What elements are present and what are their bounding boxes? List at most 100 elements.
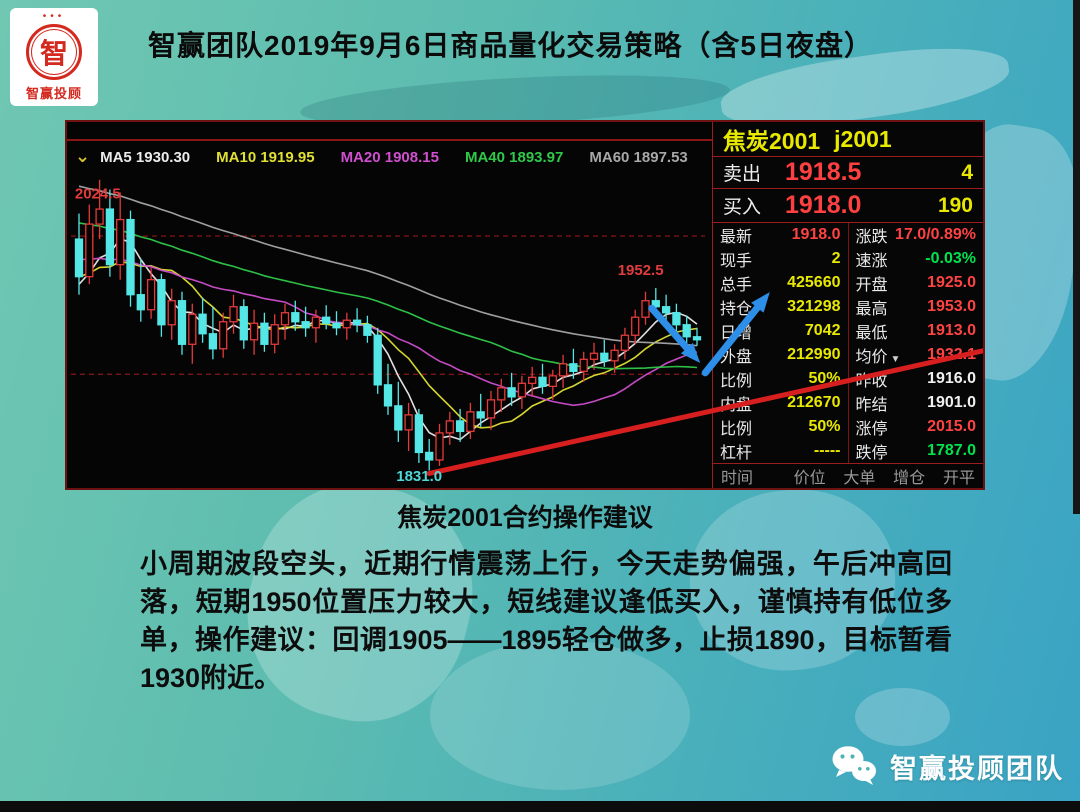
quote-label: 内盘 — [720, 397, 753, 414]
quote-row: 日增 7042 — [713, 319, 848, 343]
quote-value: 17.0/0.89% — [895, 226, 976, 243]
ma-legend-item: MA20 1908.15 — [340, 149, 439, 166]
advice-body: 小周期波段空头，近期行情震荡上行，今天走势偏强，午后冲高回落，短期1950位置压… — [140, 549, 952, 693]
quote-label: 杠杆 — [720, 445, 753, 462]
quote-row: 持仓 321298 — [713, 295, 848, 319]
right-edge-strip — [1073, 0, 1080, 514]
quote-value: ----- — [813, 442, 841, 459]
quote-value: 1916.0 — [927, 370, 976, 387]
logo-caption: 智赢投顾 — [25, 86, 82, 101]
ma-legend-item: MA60 1897.53 — [589, 149, 688, 166]
tape-col-label: 时间 — [721, 470, 754, 487]
quote-label: 日增 — [720, 325, 753, 342]
quote-value: 1953.0 — [927, 298, 976, 315]
footer: 智赢投顾团队 — [830, 744, 1064, 788]
tape-col-label: 价位 — [793, 470, 826, 487]
quote-row: 速涨 -0.03% — [849, 247, 984, 271]
quote-value: 1918.0 — [791, 226, 841, 243]
bid-quantity: 190 — [937, 193, 973, 217]
quote-label: 最新 — [720, 229, 753, 246]
quote-panel: 焦炭2001 j2001 卖出 1918.5 4 买入 1918.0 190 最… — [712, 122, 983, 488]
quote-label: 比例 — [720, 373, 753, 390]
quote-label: 昨收 — [855, 373, 888, 390]
instrument-code: j2001 — [834, 125, 892, 152]
quote-label: 总手 — [720, 277, 753, 294]
quote-grid-right: 涨跌 17.0/0.89% 速涨 -0.03% 开盘 1925.0 最高 1953.0 最低 19… — [847, 223, 984, 463]
quote-row: 内盘 212670 — [713, 391, 848, 415]
instrument-title: 焦炭2001 j2001 — [713, 122, 983, 157]
quote-row: 比例 50% — [713, 415, 848, 439]
quote-row: 涨跌 17.0/0.89% — [849, 223, 984, 247]
bottom-bar — [0, 801, 1080, 812]
quote-value: 1901.0 — [927, 394, 976, 411]
quote-grid-left: 最新 1918.0 现手 2 总手 425660 持仓 321298 日增 7042 外盘 21299… — [713, 223, 848, 463]
ma-legend: ⌄ MA5 1930.30 MA10 1919.95 MA20 1908.15 MA40… — [75, 146, 714, 167]
logo-seal-icon: 智 — [26, 24, 82, 80]
quote-label: 比例 — [720, 421, 753, 438]
quote-label: 涨跌 — [855, 229, 888, 246]
bid-label: 买入 — [723, 197, 762, 219]
quote-row: 现手 2 — [713, 247, 848, 271]
quote-row: 均价 ▼ 1932.1 — [849, 343, 984, 367]
ma-legend-item: MA10 1919.95 — [216, 149, 315, 166]
quote-row: 最高 1953.0 — [849, 295, 984, 319]
quote-row: 最低 1913.0 — [849, 319, 984, 343]
quote-value: 212990 — [787, 346, 841, 363]
logo-seal-char: 智 — [39, 38, 68, 69]
quote-value: 50% — [808, 418, 841, 435]
quote-label: 现手 — [720, 253, 753, 270]
quote-row: 开盘 1925.0 — [849, 271, 984, 295]
chart-region: 焦炭2001 j2001 卖出 1918.5 4 买入 1918.0 190 最… — [65, 120, 985, 490]
ask-price: 1918.5 — [785, 158, 862, 187]
quote-row: 比例 50% — [713, 367, 848, 391]
quote-label: 开盘 — [855, 277, 888, 294]
price-label: 1831.0 — [396, 468, 442, 485]
candles-layer — [74, 179, 702, 471]
ask-quantity: 4 — [961, 160, 973, 184]
quote-value: 1913.0 — [927, 322, 976, 339]
price-label: 2024.5 — [75, 186, 121, 203]
quote-label: 昨结 — [855, 397, 888, 414]
wechat-icon — [832, 746, 876, 785]
map-shape — [430, 640, 690, 790]
bid-row: 买入 1918.0 190 — [713, 189, 983, 223]
quote-label: 外盘 — [720, 349, 753, 366]
brand-logo: ••• 智 智赢投顾 — [10, 8, 98, 106]
quote-value: 2 — [831, 250, 841, 267]
quote-value: 2015.0 — [927, 418, 976, 435]
instrument-name: 焦炭2001 — [723, 128, 821, 154]
tape-header: 时间 价位 大单 增仓 开平 — [713, 464, 983, 488]
quote-value: 1787.0 — [927, 442, 976, 459]
price-label: 1952.5 — [618, 262, 664, 279]
quote-value: 1925.0 — [927, 274, 976, 291]
quote-label: 跌停 — [855, 445, 888, 462]
page-title: 智赢团队2019年9月6日商品量化交易策略（含5日夜盘） — [148, 30, 874, 61]
quote-value: 425660 — [787, 274, 841, 291]
quote-row: 最新 1918.0 — [713, 223, 848, 247]
quote-row: 跌停 1787.0 — [849, 439, 984, 463]
quote-row: 昨结 1901.0 — [849, 391, 984, 415]
chevron-down-icon[interactable]: ⌄ — [75, 146, 91, 166]
ma-legend-item: MA5 1930.30 — [100, 149, 191, 166]
bid-price: 1918.0 — [785, 191, 862, 220]
ask-row: 卖出 1918.5 4 — [713, 157, 983, 190]
ma-legend-item: MA40 1893.97 — [464, 149, 564, 166]
quote-row: 涨停 2015.0 — [849, 415, 984, 439]
quote-value: 50% — [808, 370, 841, 387]
quote-label: 速涨 — [855, 253, 888, 270]
quote-label: 涨停 — [855, 421, 888, 438]
quote-row: 昨收 1916.0 — [849, 367, 984, 391]
tape-col-label: 增仓 — [893, 470, 926, 487]
map-shape — [855, 688, 950, 746]
quote-value: -0.03% — [925, 250, 976, 267]
advice-title: 焦炭2001合约操作建议 — [397, 504, 653, 532]
quote-value: 212670 — [787, 394, 841, 411]
tape-col-label: 大单 — [843, 470, 876, 487]
quote-row: 外盘 212990 — [713, 343, 848, 367]
ma-lines-layer — [78, 185, 698, 441]
quote-label: 持仓 — [720, 301, 753, 318]
quote-value: 321298 — [787, 298, 841, 315]
quote-label: 最高 — [855, 301, 888, 318]
footer-label: 智赢投顾团队 — [890, 753, 1064, 784]
quote-value: 1932.1 — [927, 346, 976, 363]
